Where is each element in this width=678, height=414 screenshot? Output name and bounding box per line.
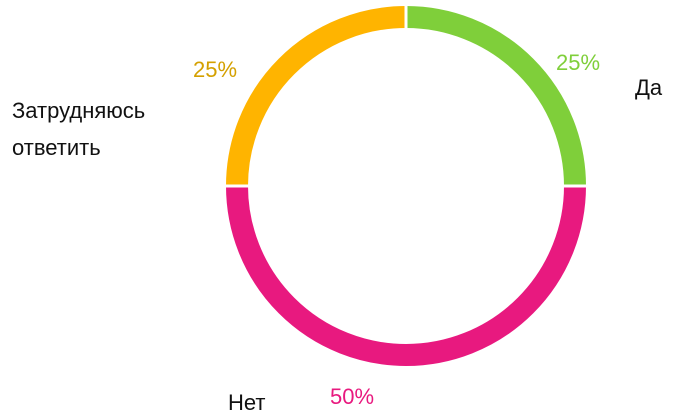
percent-label-zatrudnyayus: 25% — [193, 57, 237, 82]
slice-separators — [225, 5, 587, 188]
slice-label-line-1: Затрудняюсь — [12, 98, 145, 123]
donut-slice — [405, 6, 586, 187]
percent-label-da: 25% — [556, 50, 600, 75]
percent-label-net: 50% — [330, 384, 374, 409]
donut-slice — [226, 6, 407, 187]
slice-label-line-2: ответить — [12, 135, 101, 160]
donut-slice — [226, 185, 586, 366]
slice-label-net: Нет — [228, 390, 265, 414]
slices-group — [226, 6, 586, 366]
slice-label-da: Да — [635, 75, 663, 100]
slice-label-zatrudnyayus: Затрудняюсь ответить — [12, 98, 151, 160]
